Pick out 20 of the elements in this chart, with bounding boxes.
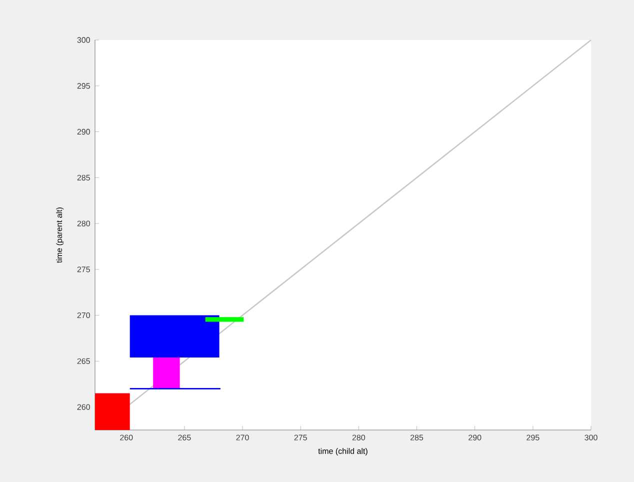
y-tick-label: 280 <box>77 220 90 226</box>
x-tick-label: 275 <box>294 434 307 440</box>
y-tick-label: 265 <box>77 358 90 364</box>
x-tick-label: 285 <box>410 434 424 440</box>
y-tick-label: 275 <box>77 266 90 272</box>
x-tick-label: 295 <box>526 434 540 440</box>
y-axis-title: time (parent alt) <box>56 207 64 263</box>
x-axis-title: time (child alt) <box>318 448 368 456</box>
y-tick-label: 300 <box>77 37 90 43</box>
y-tick-label: 285 <box>77 174 90 180</box>
y-tick-label: 270 <box>77 312 90 318</box>
y-tick-label: 295 <box>77 83 90 89</box>
x-tick-label: 300 <box>584 434 598 440</box>
x-tick-label: 265 <box>178 434 191 440</box>
x-tick-label: 270 <box>236 434 249 440</box>
x-tick-label: 290 <box>468 434 482 440</box>
x-tick-label: 260 <box>120 434 133 440</box>
y-tick-label: 290 <box>77 128 90 135</box>
x-tick-label: 280 <box>352 434 366 440</box>
y-tick-label: 260 <box>77 404 90 410</box>
